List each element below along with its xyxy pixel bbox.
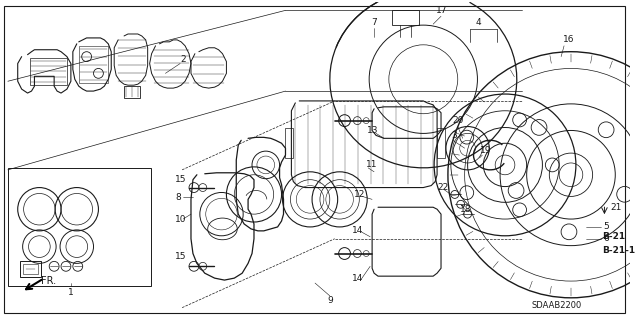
Bar [8,168,150,286]
Bar [392,10,419,25]
Text: SDAAB2200: SDAAB2200 [532,301,582,310]
Text: 15: 15 [175,175,187,184]
Bar [437,129,445,158]
Text: 19: 19 [481,146,492,155]
Bar [29,58,67,85]
Text: 21: 21 [611,203,621,212]
Text: 9: 9 [327,296,333,305]
Bar [20,261,42,277]
Text: 18: 18 [460,205,471,214]
Bar [79,46,108,83]
Text: 22: 22 [437,183,449,192]
Text: 2: 2 [180,55,186,64]
Text: FR.: FR. [42,276,56,286]
Text: 14: 14 [353,274,364,283]
Text: 11: 11 [366,160,378,169]
Bar [124,86,140,98]
Text: 5: 5 [604,222,609,231]
Text: 10: 10 [175,215,187,224]
Text: 6: 6 [604,234,609,243]
Text: 1: 1 [68,288,74,297]
Text: 4: 4 [476,18,481,27]
Text: 14: 14 [353,226,364,235]
Text: 16: 16 [563,35,575,44]
Text: 17: 17 [436,6,447,15]
Text: 13: 13 [367,126,379,135]
Text: 20: 20 [453,116,464,125]
Bar [285,129,293,158]
Text: B-21-1: B-21-1 [602,246,636,255]
Text: 8: 8 [175,193,181,202]
Text: B-21: B-21 [602,232,625,241]
Text: 15: 15 [175,252,187,261]
Text: 12: 12 [355,190,366,199]
Bar [22,264,38,274]
Text: 3: 3 [451,131,456,140]
Text: 7: 7 [371,18,377,27]
